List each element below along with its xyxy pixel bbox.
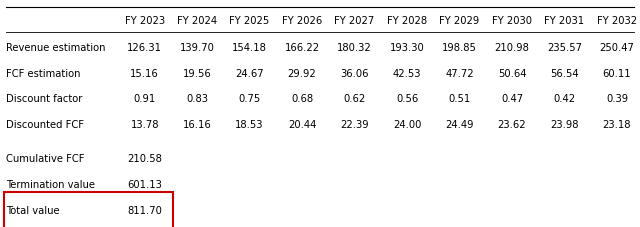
Text: FY 2023: FY 2023 [125,16,164,26]
Text: 13.78: 13.78 [131,120,159,130]
Text: 24.00: 24.00 [393,120,421,130]
Text: Discounted FCF: Discounted FCF [6,120,84,130]
Text: 24.67: 24.67 [236,69,264,79]
Text: 23.18: 23.18 [603,120,631,130]
Text: 36.06: 36.06 [340,69,369,79]
Text: 0.56: 0.56 [396,94,418,104]
Text: 0.75: 0.75 [239,94,260,104]
Text: 0.68: 0.68 [291,94,313,104]
Text: 180.32: 180.32 [337,43,372,53]
Text: Discount factor: Discount factor [6,94,83,104]
Text: 154.18: 154.18 [232,43,267,53]
Text: 198.85: 198.85 [442,43,477,53]
Text: 811.70: 811.70 [127,206,162,216]
Text: 166.22: 166.22 [285,43,319,53]
Text: FY 2032: FY 2032 [597,16,637,26]
Text: 210.58: 210.58 [127,154,162,164]
Text: 47.72: 47.72 [445,69,474,79]
Text: 60.11: 60.11 [603,69,631,79]
Text: 235.57: 235.57 [547,43,582,53]
Text: Cumulative FCF: Cumulative FCF [6,154,85,164]
Text: 0.42: 0.42 [554,94,575,104]
Text: 0.91: 0.91 [134,94,156,104]
Text: FY 2025: FY 2025 [230,16,269,26]
Text: 601.13: 601.13 [127,180,162,190]
Text: FY 2028: FY 2028 [387,16,427,26]
Text: 22.39: 22.39 [340,120,369,130]
Text: FY 2031: FY 2031 [545,16,584,26]
Text: 193.30: 193.30 [390,43,424,53]
Text: FCF estimation: FCF estimation [6,69,81,79]
Text: 20.44: 20.44 [288,120,316,130]
Text: 50.64: 50.64 [498,69,526,79]
Text: 0.51: 0.51 [449,94,470,104]
Text: 29.92: 29.92 [288,69,316,79]
Text: FY 2027: FY 2027 [335,16,374,26]
Text: 0.62: 0.62 [344,94,365,104]
Text: Total value: Total value [6,206,60,216]
Text: 250.47: 250.47 [600,43,634,53]
Text: 16.16: 16.16 [183,120,211,130]
Text: 139.70: 139.70 [180,43,214,53]
Text: 23.98: 23.98 [550,120,579,130]
Text: FY 2024: FY 2024 [177,16,217,26]
Text: 42.53: 42.53 [393,69,421,79]
Text: 23.62: 23.62 [498,120,526,130]
Text: 15.16: 15.16 [131,69,159,79]
Text: 210.98: 210.98 [495,43,529,53]
Text: 18.53: 18.53 [236,120,264,130]
Text: FY 2030: FY 2030 [492,16,532,26]
Text: FY 2026: FY 2026 [282,16,322,26]
Text: 56.54: 56.54 [550,69,579,79]
Text: FY 2029: FY 2029 [440,16,479,26]
Text: 19.56: 19.56 [183,69,211,79]
Text: 0.83: 0.83 [186,94,208,104]
Text: 0.47: 0.47 [501,94,523,104]
Text: Termination value: Termination value [6,180,95,190]
Text: Revenue estimation: Revenue estimation [6,43,106,53]
Text: 0.39: 0.39 [606,94,628,104]
Text: 126.31: 126.31 [127,43,162,53]
Text: 24.49: 24.49 [445,120,474,130]
